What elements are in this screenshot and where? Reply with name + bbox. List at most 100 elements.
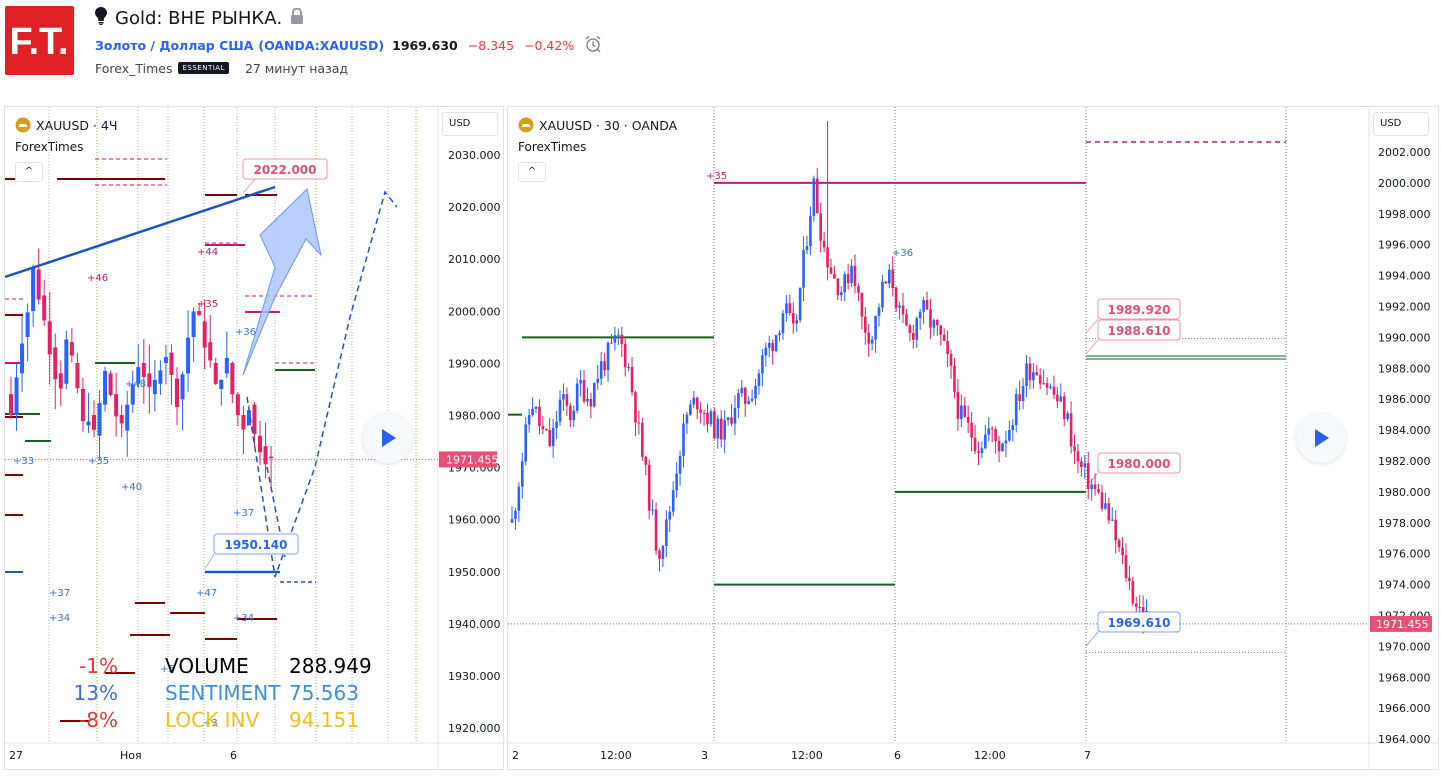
- candle-body: [538, 406, 541, 427]
- candle-body: [630, 366, 634, 393]
- candle-body: [723, 420, 726, 440]
- symbol-name-link[interactable]: Золото / Доллар США: [95, 37, 254, 53]
- candle-body: [843, 274, 847, 293]
- candle-body: [114, 394, 119, 417]
- candle-body: [675, 473, 678, 491]
- candle-body: [620, 334, 624, 344]
- projection-path: [266, 466, 286, 558]
- candle-body: [888, 269, 891, 284]
- candle-body: [219, 379, 224, 389]
- right-play-button[interactable]: [1296, 413, 1346, 463]
- author-logo[interactable]: F.T.: [5, 6, 74, 75]
- time-tick-label: 3: [701, 749, 708, 762]
- candle-body: [956, 391, 960, 419]
- callout-pointer: [1085, 631, 1099, 647]
- candle-body: [936, 319, 939, 326]
- left-chart-panel[interactable]: 2030.000 2020.000 2010.000 2000.000 1990.000…: [4, 106, 504, 770]
- author-name[interactable]: Forex_Times: [95, 60, 173, 76]
- right-symbol-label: XAUUSD · 30 · OANDA: [539, 117, 678, 133]
- symbol-code-link[interactable]: (OANDA:XAUUSD): [258, 37, 385, 53]
- candle-body: [1052, 386, 1056, 395]
- trend-line: [5, 185, 276, 279]
- trade-count-label: +35: [197, 299, 218, 310]
- candle-body: [25, 312, 30, 337]
- trade-count-label: +36: [892, 248, 913, 259]
- candle-body: [623, 343, 627, 368]
- trade-count-label: +34: [49, 613, 70, 624]
- candle-body: [833, 273, 836, 279]
- candle-body: [761, 355, 764, 374]
- candle-body: [1004, 440, 1008, 444]
- price-tick-label: 1974.000: [1378, 579, 1431, 592]
- candle-body: [42, 295, 47, 321]
- candle-body: [994, 429, 997, 442]
- candle-body: [719, 418, 723, 440]
- candle-body: [740, 387, 744, 394]
- alarm-clock-icon[interactable]: [584, 35, 602, 56]
- trade-count-label: +34: [233, 613, 254, 624]
- candle-body: [658, 550, 661, 559]
- price-tick-label: 2002.000: [1378, 146, 1431, 159]
- price-tick-label: 1988.000: [1378, 362, 1431, 375]
- candle-body: [857, 286, 860, 293]
- candle-body: [517, 486, 521, 511]
- left-chart-canvas[interactable]: 2030.000 2020.000 2010.000 2000.000 1990.000…: [5, 107, 503, 769]
- candle-body: [158, 370, 163, 384]
- callout-pointer: [1085, 472, 1099, 488]
- left-play-button[interactable]: [363, 413, 413, 463]
- candle-body: [9, 394, 13, 416]
- price-tick-label: 1978.000: [1378, 517, 1431, 530]
- right-chart-legend: XAUUSD · 30 · OANDA: [518, 117, 677, 133]
- candle-body: [627, 366, 630, 368]
- right-collapse-button[interactable]: ^: [518, 162, 546, 182]
- stat-percent: -1%: [79, 654, 118, 678]
- candle-body: [1086, 463, 1090, 489]
- price-callout-box: [1097, 611, 1181, 633]
- candle-body: [665, 519, 668, 547]
- candle-body: [706, 413, 709, 425]
- candle-body: [1138, 607, 1141, 609]
- candle-body: [97, 402, 102, 436]
- publish-time: 27 минут назад: [244, 60, 349, 76]
- candle-body: [524, 424, 528, 462]
- target-callout-box: [242, 158, 328, 180]
- play-icon: [1315, 429, 1329, 447]
- time-tick-label: 6: [230, 749, 237, 762]
- candle-body: [891, 269, 895, 288]
- price-callout-box: [1097, 452, 1181, 474]
- candle-body: [767, 342, 771, 348]
- candle-body: [918, 311, 922, 319]
- candle-body: [678, 455, 682, 474]
- right-chart-panel[interactable]: 2002.000 2000.000 1998.000 1996.000 1994.000…: [507, 106, 1439, 770]
- candle-body: [805, 245, 809, 251]
- trade-count-label: +37: [233, 508, 254, 519]
- last-price-tag: [1370, 615, 1432, 632]
- trade-count-label: +46: [87, 273, 108, 284]
- candle-body: [984, 434, 987, 449]
- last-price-label: 1971.455: [446, 453, 499, 466]
- candle-body: [685, 414, 689, 424]
- callout-pointer: [204, 553, 215, 570]
- candle-body: [881, 281, 884, 308]
- right-chart-canvas[interactable]: 2002.000 2000.000 1998.000 1996.000 1994.000…: [508, 107, 1438, 769]
- candle-body: [75, 363, 80, 389]
- candle-body: [534, 406, 538, 409]
- time-tick-label: 6: [894, 749, 901, 762]
- price-callout: 1980.000: [1107, 457, 1170, 471]
- stat-name: VOLUME: [165, 654, 249, 678]
- time-tick-label: 27: [9, 749, 23, 762]
- candle-body: [1114, 519, 1117, 541]
- left-currency-button[interactable]: USD: [442, 112, 498, 136]
- trade-count-label: +44: [197, 247, 218, 258]
- candle-body: [191, 311, 196, 337]
- price-tick-label: 2000.000: [448, 305, 501, 318]
- candle-body: [541, 426, 545, 429]
- candle-body: [682, 423, 685, 456]
- candle-body: [514, 510, 517, 520]
- left-chart-legend: XAUUSD · 4Ч: [15, 117, 117, 133]
- candle-body: [644, 456, 648, 465]
- candle-body: [990, 428, 994, 430]
- candle-body: [846, 274, 850, 283]
- left-collapse-button[interactable]: ^: [15, 162, 43, 182]
- right-currency-button[interactable]: USD: [1373, 112, 1429, 136]
